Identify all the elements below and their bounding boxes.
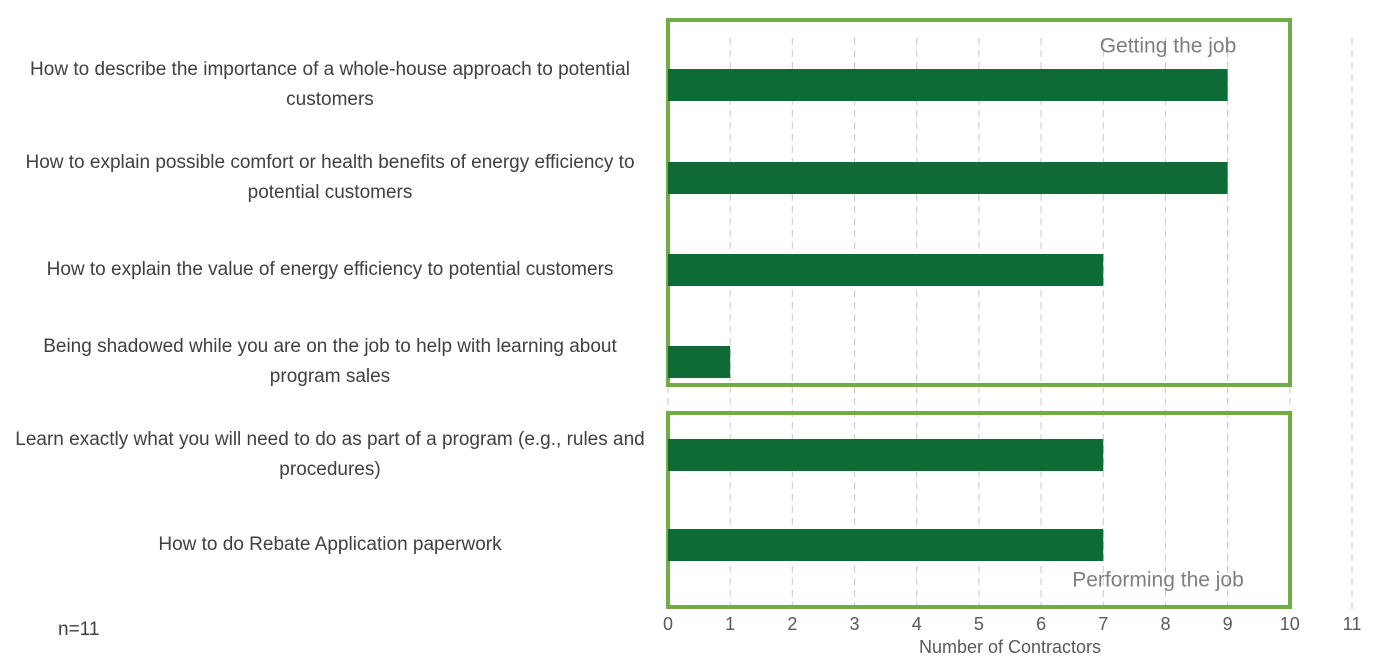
x-tick-label: 7	[1098, 614, 1108, 634]
bar	[668, 346, 731, 378]
bar	[668, 439, 1104, 471]
x-tick-label: 4	[912, 614, 922, 634]
group-box	[666, 18, 1292, 387]
category-label: How to do Rebate Application paperwork	[158, 534, 502, 555]
category-label: How to describe the importance of a whol…	[30, 59, 630, 110]
category-label: How to explain the value of energy effic…	[46, 259, 614, 280]
x-tick-label: 11	[1343, 614, 1362, 634]
x-tick-label: 0	[663, 614, 673, 634]
category-label: Being shadowed while you are on the job …	[43, 336, 617, 387]
bar	[668, 69, 1228, 101]
x-tick-label: 5	[974, 614, 984, 634]
sample-note: n=11	[58, 619, 99, 640]
x-tick-label: 3	[850, 614, 860, 634]
group-label: Performing the job	[1072, 569, 1244, 592]
category-label: How to explain possible comfort or healt…	[25, 152, 635, 203]
x-tick-label: 8	[1160, 614, 1170, 634]
x-tick-label: 6	[1036, 614, 1046, 634]
group-label: Getting the job	[1100, 35, 1237, 58]
group-box	[666, 411, 1292, 609]
x-axis-label: Number of Contractors	[919, 637, 1101, 657]
x-tick-label: 10	[1280, 614, 1300, 634]
x-tick-label: 1	[725, 614, 735, 634]
x-tick-label: 9	[1223, 614, 1233, 634]
bar	[668, 254, 1104, 286]
x-tick-label: 2	[787, 614, 797, 634]
bar	[668, 529, 1104, 561]
category-label: Learn exactly what you will need to do a…	[15, 429, 645, 480]
bar	[668, 162, 1228, 194]
